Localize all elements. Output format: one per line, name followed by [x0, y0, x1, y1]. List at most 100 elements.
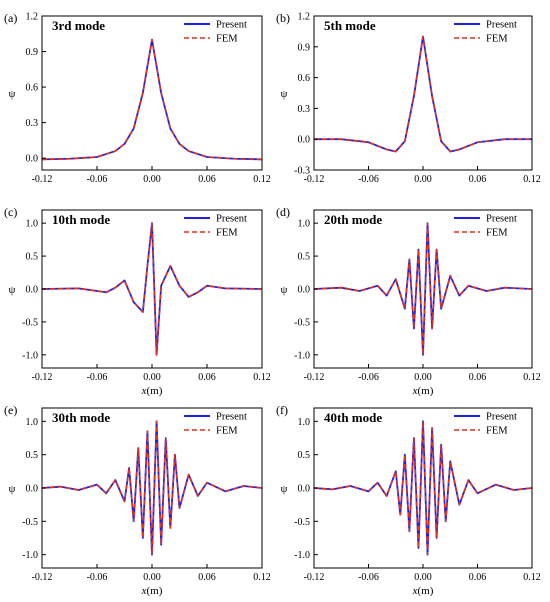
series-present-line [314, 35, 532, 153]
y-tick-label: 0.6 [298, 73, 311, 84]
y-axis-label: ψ [9, 284, 16, 296]
x-axis-label: x(m) [141, 385, 163, 397]
chart-title: 10th mode [52, 212, 110, 227]
y-tick-label: 0.6 [26, 83, 39, 94]
y-tick-label: 0.5 [26, 450, 39, 461]
series-fem-line [313, 222, 533, 356]
y-tick-label: -0.5 [294, 317, 310, 328]
y-tick-label: -0.5 [294, 517, 310, 528]
x-tick-label: 0.00 [414, 372, 432, 383]
chart-panel-1: -0.12 -0.06 0.00 0.06 0.12 0.0 0.3 0.6 0.9 1.2 ψ (a… [4, 11, 271, 185]
x-tick-label: 0.06 [469, 572, 487, 583]
y-tick-label: -1.0 [294, 550, 310, 561]
x-tick-label: 0.12 [523, 372, 541, 383]
chart-title: 40th mode [324, 410, 382, 425]
y-tick-label: 1.2 [26, 12, 39, 23]
legend-present-label: Present [216, 214, 247, 225]
legend-present-label: Present [486, 412, 517, 423]
y-tick-label: 0.0 [298, 135, 311, 146]
x-axis-label: x(m) [141, 585, 163, 597]
y-tick-label: 1.2 [298, 12, 311, 23]
x-tick-label: 0.00 [414, 572, 432, 583]
x-tick-label: 0.00 [143, 174, 161, 185]
y-tick-label: -1.0 [22, 350, 38, 361]
chart-panel-5: -0.12 -0.06 0.00 0.06 0.12 -1.0 -0.5 0.0 0.5 1.0 ψ… [4, 403, 271, 597]
y-tick-label: -0.5 [22, 317, 38, 328]
y-tick-label: 1.0 [26, 219, 39, 230]
x-axis-label: x(m) [412, 585, 434, 597]
y-tick-label: 0.0 [298, 285, 311, 296]
y-tick-label: -1.0 [294, 350, 310, 361]
legend-present-label: Present [486, 214, 517, 225]
y-tick-label: 0.0 [26, 154, 39, 165]
chart-panel-4: -0.12 -0.06 0.00 0.06 0.12 -1.0 -0.5 0.0 0.5 1.0 ψ… [276, 205, 541, 397]
legend-present-label: Present [216, 412, 247, 423]
y-tick-label: 1.0 [298, 219, 311, 230]
x-tick-label: 0.12 [253, 174, 271, 185]
x-tick-label: -0.06 [87, 174, 108, 185]
legend-fem-label: FEM [486, 34, 508, 45]
x-tick-label: -0.06 [358, 372, 379, 383]
y-tick-label: 0.5 [26, 252, 39, 263]
series-fem-line [41, 420, 263, 556]
y-tick-label: 0.0 [26, 285, 39, 296]
y-axis-label: ψ [281, 483, 288, 495]
y-tick-label: 1.0 [26, 417, 39, 428]
y-tick-label: 0.9 [298, 42, 311, 53]
x-tick-label: -0.12 [32, 572, 53, 583]
legend-fem-label: FEM [486, 426, 508, 437]
panel-label: (e) [4, 403, 17, 417]
y-tick-label: 0.5 [298, 450, 311, 461]
series-present-line [313, 222, 533, 356]
panel-label: (a) [4, 11, 17, 25]
x-tick-label: -0.12 [32, 372, 53, 383]
x-tick-label: 0.00 [143, 572, 161, 583]
y-tick-label: 0.9 [26, 47, 39, 58]
series-fem-line [41, 222, 263, 356]
chart-title: 3rd mode [52, 18, 105, 33]
chart-title: 5th mode [324, 18, 376, 33]
y-axis-label: ψ [281, 284, 288, 296]
x-tick-label: -0.06 [358, 572, 379, 583]
x-tick-label: -0.06 [87, 372, 108, 383]
y-axis-label: ψ [281, 88, 288, 100]
x-tick-label: 0.00 [414, 174, 432, 185]
x-tick-label: 0.12 [253, 572, 271, 583]
y-tick-label: 0.0 [298, 484, 311, 495]
x-tick-label: -0.12 [304, 174, 325, 185]
y-axis-label: ψ [9, 483, 16, 495]
x-tick-label: -0.06 [358, 174, 379, 185]
x-tick-label: 0.06 [469, 372, 487, 383]
panel-label: (d) [276, 205, 290, 219]
y-tick-label: -0.5 [22, 517, 38, 528]
chart-title: 20th mode [324, 212, 382, 227]
x-axis-label: x(m) [412, 385, 434, 397]
y-tick-label: 0.3 [298, 104, 311, 115]
series-fem-line [313, 420, 533, 556]
x-tick-label: -0.12 [304, 572, 325, 583]
chart-panel-2: -0.12 -0.06 0.00 0.06 0.12 -0.3 0.0 0.3 0.6 0.9 1.… [276, 11, 541, 185]
x-tick-label: 0.00 [143, 372, 161, 383]
series-present-line [41, 38, 263, 161]
legend-present-label: Present [216, 20, 247, 31]
x-tick-label: 0.06 [198, 572, 216, 583]
panel-label: (b) [276, 11, 290, 25]
y-tick-label: -1.0 [22, 550, 38, 561]
x-tick-label: 0.06 [198, 174, 216, 185]
y-tick-label: 0.3 [26, 118, 39, 129]
series-fem-line [314, 35, 532, 153]
x-tick-label: 0.06 [469, 174, 487, 185]
legend-present-label: Present [486, 20, 517, 31]
x-tick-label: 0.12 [523, 174, 541, 185]
y-tick-label: 0.0 [26, 484, 39, 495]
legend-fem-label: FEM [486, 228, 508, 239]
legend-fem-label: FEM [216, 34, 238, 45]
x-tick-label: 0.12 [523, 572, 541, 583]
x-tick-label: -0.12 [32, 174, 53, 185]
x-tick-label: -0.06 [87, 572, 108, 583]
legend-fem-label: FEM [216, 426, 238, 437]
chart-title: 30th mode [52, 410, 110, 425]
panel-label: (c) [4, 205, 17, 219]
series-fem-line [41, 38, 263, 161]
